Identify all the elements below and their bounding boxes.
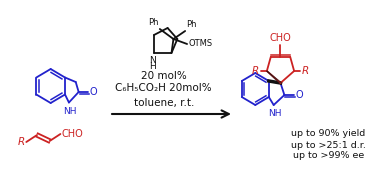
Text: Ph: Ph <box>148 18 159 27</box>
Text: R: R <box>18 137 25 147</box>
Text: CHO: CHO <box>62 129 83 139</box>
Text: NH: NH <box>268 109 281 118</box>
Text: R: R <box>252 66 259 76</box>
Text: O: O <box>295 90 303 100</box>
FancyArrowPatch shape <box>112 110 229 118</box>
Text: up to 90% yield: up to 90% yield <box>291 129 366 139</box>
Text: C₆H₅CO₂H 20mol%: C₆H₅CO₂H 20mol% <box>115 83 212 93</box>
Text: H: H <box>150 62 156 71</box>
Text: O: O <box>90 87 97 97</box>
Text: up to >99% ee: up to >99% ee <box>293 152 364 160</box>
Text: toluene, r.t.: toluene, r.t. <box>134 98 194 108</box>
Text: CHO: CHO <box>270 33 291 43</box>
Text: NH: NH <box>63 108 76 116</box>
Text: 20 mol%: 20 mol% <box>141 71 186 81</box>
Text: N: N <box>150 56 156 65</box>
Text: OTMS: OTMS <box>188 40 212 49</box>
Text: Ph: Ph <box>186 20 197 29</box>
Text: up to >25:1 d.r.: up to >25:1 d.r. <box>291 140 366 149</box>
Text: R: R <box>302 66 309 76</box>
